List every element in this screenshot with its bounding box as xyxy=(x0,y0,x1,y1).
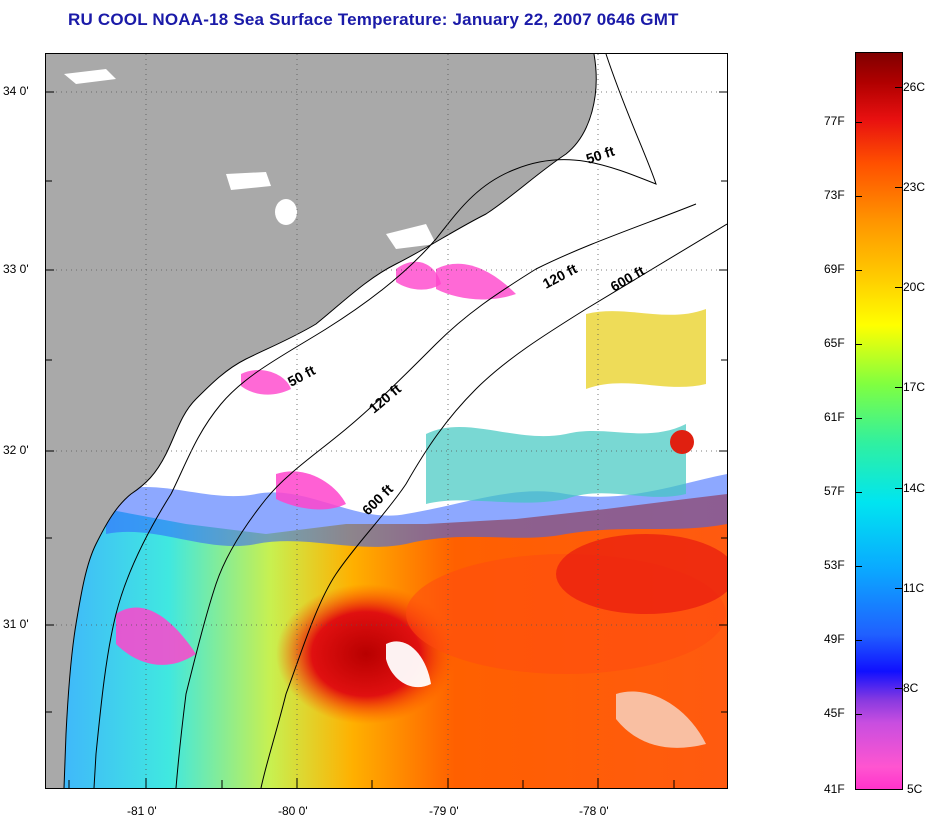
map-title: RU COOL NOAA-18 Sea Surface Temperature:… xyxy=(68,10,679,29)
lon-label-81: -81 0' xyxy=(127,804,157,818)
lon-label-80: -80 0' xyxy=(278,804,308,818)
lon-label-78: -78 0' xyxy=(579,804,609,818)
sst-map[interactable]: 50 ft 120 ft 600 ft 50 ft 120 ft 600 ft xyxy=(45,53,728,789)
contour-120ft xyxy=(175,203,697,788)
lat-label-32: 32 0' xyxy=(3,443,29,457)
colorbar-c-label-23: 23C xyxy=(903,180,926,194)
lat-label-33: 33 0' xyxy=(3,262,29,276)
colorbar-f-label-61: 61F xyxy=(824,410,845,424)
colorbar-f-label-57: 57F xyxy=(824,484,845,498)
colorbar-c-label-11: 11C xyxy=(903,581,925,595)
temperature-colorbar xyxy=(855,52,903,790)
colorbar-f-label-41: 41F xyxy=(824,782,845,796)
lat-label-34: 34 0' xyxy=(3,84,29,98)
land-mass xyxy=(46,54,597,788)
colorbar-c-label-14: 14C xyxy=(903,481,926,495)
colorbar-c-label-8: 8C xyxy=(903,681,919,695)
colorbar-f-label-69: 69F xyxy=(824,262,845,276)
colorbar-f-label-45: 45F xyxy=(824,706,845,720)
contour-label-50ft-south: 50 ft xyxy=(285,362,318,390)
colorbar-c-label-26: 26C xyxy=(903,80,926,94)
lat-label-31: 31 0' xyxy=(3,617,29,631)
colorbar-f-label-65: 65F xyxy=(824,336,845,350)
colorbar-c-label-5: 5C xyxy=(907,782,923,796)
lon-label-79: -79 0' xyxy=(429,804,459,818)
contour-label-50ft-north: 50 ft xyxy=(584,143,617,167)
colorbar-f-label-73: 73F xyxy=(824,188,845,202)
colorbar-c-label-20: 20C xyxy=(903,280,926,294)
contour-label-600ft-north: 600 ft xyxy=(608,262,648,294)
colorbar-c-label-17: 17C xyxy=(903,380,926,394)
contour-label-600ft-south: 600 ft xyxy=(359,481,396,518)
contour-label-120ft-north: 120 ft xyxy=(540,260,580,291)
coastline xyxy=(63,54,597,788)
colorbar-f-label-53: 53F xyxy=(824,558,845,572)
sst-map-canvas: 50 ft 120 ft 600 ft 50 ft 120 ft 600 ft xyxy=(46,54,727,788)
contour-50ft xyxy=(93,54,657,788)
contour-label-120ft-south: 120 ft xyxy=(366,380,405,416)
colorbar-f-label-77: 77F xyxy=(824,114,845,128)
colorbar-f-label-49: 49F xyxy=(824,632,845,646)
contour-600ft xyxy=(260,223,727,788)
